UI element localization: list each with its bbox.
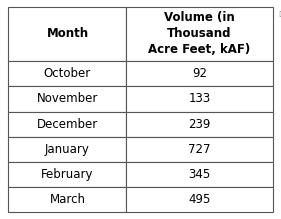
- Bar: [126, 162, 273, 187]
- Text: November: November: [37, 92, 98, 106]
- Text: 727: 727: [188, 143, 211, 156]
- Bar: [8, 187, 126, 212]
- Text: February: February: [41, 168, 94, 181]
- Bar: [126, 86, 273, 111]
- Bar: [8, 137, 126, 162]
- Text: December: December: [37, 118, 98, 131]
- Bar: [8, 7, 126, 61]
- Bar: [8, 162, 126, 187]
- Bar: [126, 137, 273, 162]
- Bar: [8, 61, 126, 86]
- Bar: [8, 111, 126, 137]
- Text: 92: 92: [192, 67, 207, 80]
- Text: March: March: [49, 193, 85, 206]
- Text: Volume (in
Thousand
Acre Feet, kAF): Volume (in Thousand Acre Feet, kAF): [148, 11, 251, 56]
- Text: Month: Month: [46, 27, 89, 40]
- Bar: [126, 61, 273, 86]
- Text: 345: 345: [188, 168, 211, 181]
- Text: □: □: [278, 9, 281, 18]
- Text: October: October: [44, 67, 91, 80]
- Text: 495: 495: [188, 193, 211, 206]
- Text: 239: 239: [188, 118, 211, 131]
- Bar: [126, 111, 273, 137]
- Text: 133: 133: [188, 92, 211, 106]
- Bar: [126, 7, 273, 61]
- Text: January: January: [45, 143, 90, 156]
- Bar: [126, 187, 273, 212]
- Bar: [8, 86, 126, 111]
